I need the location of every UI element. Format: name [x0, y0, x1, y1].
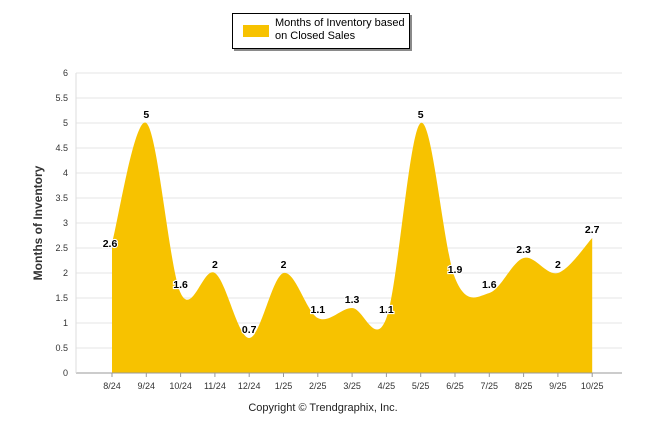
x-tick-label: 8/25: [515, 381, 533, 391]
data-labels: 2.6 5 1.6 2 0.7 2 1.1 1.3 1.1 5 1.9 1.6 2.3 2 2.7: [102, 108, 601, 337]
axes: [75, 73, 622, 374]
y-tick-label: 6: [63, 68, 68, 78]
y-tick-label: 3.5: [55, 193, 68, 203]
legend[interactable]: Months of Inventory based on Closed Sale…: [232, 13, 410, 49]
data-label: 0.7: [242, 324, 257, 336]
x-tick-label: 8/24: [103, 381, 121, 391]
y-tick-label: 2.5: [55, 243, 68, 253]
data-label: 1.3: [345, 294, 360, 306]
y-tick-label: 2: [63, 268, 68, 278]
data-label: 2.7: [585, 224, 600, 236]
data-label: 2: [555, 259, 561, 271]
y-tick-label: 5: [63, 118, 68, 128]
series-area-path: [112, 122, 593, 373]
x-tick-label: 2/25: [309, 381, 327, 391]
x-tick-label: 10/24: [169, 381, 192, 391]
x-tick-label: 11/24: [204, 381, 226, 391]
x-tick-label: 6/25: [446, 381, 464, 391]
x-tick-label: 1/25: [275, 381, 293, 391]
x-axis-ticks: 8/24 9/24 10/24 11/24 12/24 1/25 2/25 3/25 4/25 5…: [103, 373, 603, 391]
data-label: 5: [418, 109, 424, 121]
x-tick-label: 4/25: [378, 381, 396, 391]
y-tick-label: 5.5: [55, 93, 68, 103]
series-area: [112, 122, 593, 373]
x-tick-label: 7/25: [481, 381, 499, 391]
y-tick-label: 3: [63, 218, 68, 228]
y-axis-label: Months of Inventory: [31, 165, 45, 280]
data-label: 2.6: [103, 238, 118, 250]
data-label: 1.6: [482, 279, 497, 291]
y-tick-label: 1.5: [55, 293, 68, 303]
copyright-text: Copyright © Trendgraphix, Inc.: [248, 402, 398, 414]
data-label: 2.3: [516, 244, 531, 256]
y-tick-label: 0.5: [55, 343, 68, 353]
x-tick-label: 9/25: [549, 381, 567, 391]
y-tick-label: 1: [63, 318, 68, 328]
x-tick-label: 10/25: [581, 381, 604, 391]
y-axis-ticks: 0 0.5 1 1.5 2 2.5 3 3.5 4 4.5 5 5.5 6: [55, 68, 68, 378]
data-label: 2: [212, 259, 218, 271]
y-tick-label: 4: [63, 168, 68, 178]
data-label: 1.1: [310, 304, 325, 316]
data-label: 5: [143, 109, 149, 121]
data-label: 2: [281, 259, 287, 271]
data-label: 1.9: [448, 264, 463, 276]
legend-label: Months of Inventory based on Closed Sale…: [275, 17, 405, 42]
x-tick-label: 12/24: [238, 381, 261, 391]
data-label: 1.1: [379, 304, 394, 316]
legend-swatch: [243, 25, 269, 37]
x-tick-label: 9/24: [138, 381, 156, 391]
data-label: 1.6: [173, 279, 188, 291]
x-tick-label: 5/25: [412, 381, 430, 391]
y-tick-label: 4.5: [55, 143, 68, 153]
y-tick-label: 0: [63, 368, 68, 378]
x-tick-label: 3/25: [343, 381, 361, 391]
